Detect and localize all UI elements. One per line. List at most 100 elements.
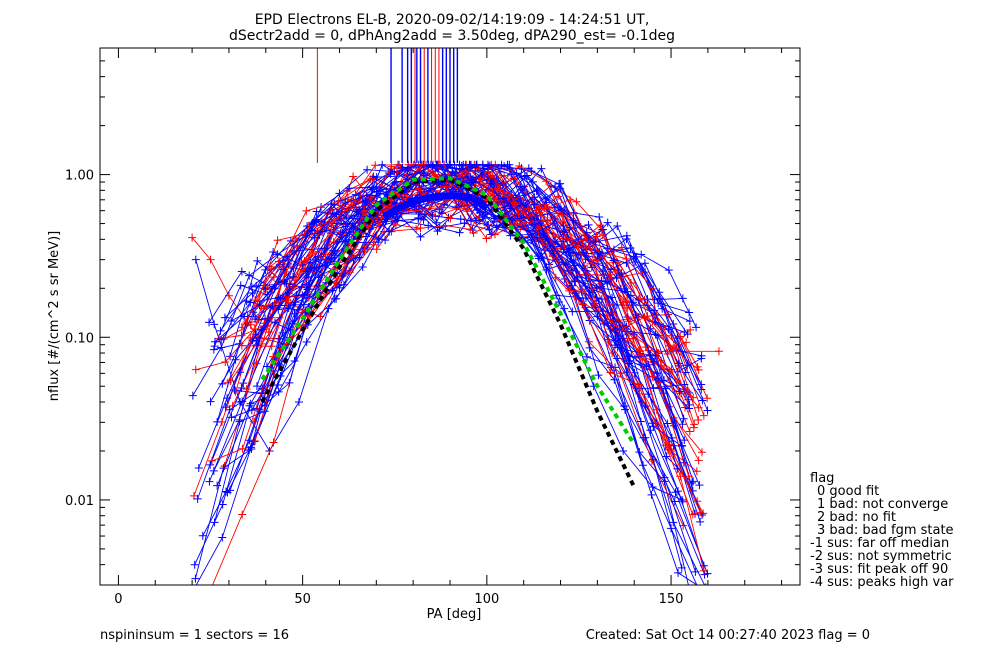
red-series-curve-marker [334,197,343,206]
blue-series-curve-marker [537,164,546,173]
blue-series-curve-marker [302,280,311,289]
red-series-curve-marker [372,245,381,254]
red-series-curve-marker [654,378,663,387]
blue-series-curve [197,164,683,500]
blue-series-curve-marker [517,172,526,181]
blue-series-curve-marker [213,481,222,490]
blue-series-curve-marker [330,294,339,303]
red-series-curve-marker [242,385,251,394]
blue-series-curve-marker [677,563,686,572]
red-series-curve-marker [188,233,197,242]
blue-series-curve-marker [284,259,293,268]
blue-series-curve-marker [331,251,340,260]
blue-series-curve-marker [245,271,254,280]
blue-series-curve-marker [261,285,270,294]
red-series-curve-marker [242,318,251,327]
blue-series-curve-marker [489,217,498,226]
blue-series-curve-marker [530,193,539,202]
blue-series-curve-marker [362,197,370,206]
blue-series-curve-marker [314,252,323,261]
red-series-curve-marker [349,172,358,181]
red-series-curve-marker [421,205,430,214]
red-series-curve-marker [647,457,656,466]
red-series-curve-marker [635,380,644,389]
red-series-curve-marker [206,255,215,264]
blue-series-curve-marker [382,187,391,196]
blue-series-curve-marker [327,200,336,209]
blue-series-curve-marker [455,228,464,237]
red-series-curve-marker [617,243,626,252]
blue-series-curve-marker [466,161,475,170]
blue-series-curve-marker [499,194,508,203]
blue-series-curve-marker [310,264,319,273]
blue-series-curve-marker [190,560,199,569]
blue-series-curve-marker [455,160,464,169]
blue-series-curve-marker [217,335,226,344]
red-series-curve-marker [513,219,522,228]
red-series-curve-marker [267,265,276,274]
blue-series-curve-marker [237,267,246,276]
blue-series-curve-marker [230,386,239,395]
red-series-curve-marker [694,365,703,374]
blue-series-curve-marker [220,313,229,322]
blue-series-curve-marker [381,236,390,245]
red-series-curve-marker [667,331,676,340]
red-series-curve-marker [273,236,282,245]
blue-series-curve-marker [393,216,402,225]
blue-series-curve-marker [626,243,635,252]
blue-series-curve-marker [597,276,606,285]
blue-series-curve-marker [236,281,245,290]
red-series-curve-marker [622,297,631,306]
red-series-curve-marker [441,182,450,191]
red-series-curve-marker [510,198,519,207]
red-series-curve-marker [427,210,436,219]
red-series-curve-marker [643,312,652,321]
red-series-curve-marker [543,215,552,224]
blue-series-curve-marker [247,406,256,415]
red-series-curve-marker [684,472,693,481]
blue-series-curve-marker [636,417,645,426]
blue-series-curve-marker [285,378,294,387]
red-series-curve-marker [237,331,246,340]
red-series-curve-marker [558,217,567,226]
red-series-curve-marker [606,368,615,377]
red-series-curve-marker [304,221,313,230]
blue-series-curve-marker [464,172,473,181]
x-tick-label: 50 [294,592,311,607]
blue-series-curve-marker [218,379,227,388]
blue-series-curve-marker [564,266,573,275]
blue-series-curve-marker [650,306,659,315]
blue-series-curve-marker [528,177,537,186]
blue-series-curve-marker [310,233,319,242]
red-series-curve-marker [596,221,605,230]
blue-series-curve-marker [206,460,215,469]
red-series-curve-marker [699,566,708,575]
blue-series-curve-marker [700,570,709,579]
red-series-curve-marker [579,300,587,309]
red-series-curve-marker [694,456,703,465]
red-series-curve-marker [551,273,560,282]
blue-series-curve-marker [678,441,687,450]
blue-series-curve-marker [543,234,552,243]
red-series-curve-marker [356,191,365,200]
blue-series-curve-marker [660,473,669,482]
blue-series-curve-marker [271,318,279,327]
red-series-curve-marker [221,358,230,367]
red-series-curve-marker [692,467,701,476]
blue-series-curve-marker [278,328,287,337]
blue-series-curve-marker [688,479,697,488]
blue-series-curve-marker [663,419,672,428]
blue-series-curve-marker [353,206,362,215]
blue-series-curve-marker [235,415,244,424]
blue-series-curve-marker [198,531,207,540]
blue-series-curve-marker [679,414,688,423]
blue-series-curve-marker [680,436,689,445]
y-axis-label: nflux [#/(cm^2 s sr MeV)] [47,231,62,401]
red-series-curve-marker [624,317,633,326]
legend-item: 1 bad: not converge [817,497,948,512]
blue-series-curve-marker [345,184,354,193]
red-series-curve-marker [269,352,278,361]
blue-series-curve-marker [625,356,634,365]
blue-series-curve-marker [651,330,660,339]
